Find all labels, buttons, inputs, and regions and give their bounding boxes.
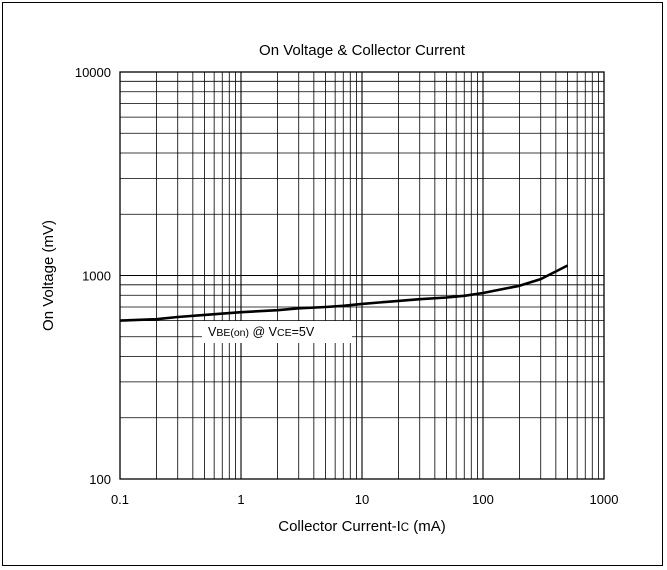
x-tick-label: 1000	[590, 492, 619, 507]
series-label-at: @ V	[249, 325, 278, 339]
series-label: VBE(on) @ VCE=5V	[202, 321, 352, 343]
y-tick-label: 1000	[82, 269, 111, 284]
x-tick-labels: 0.1 1 10 100 1000	[111, 492, 619, 507]
grid	[120, 72, 604, 479]
x-axis-label: Collector Current-IC (mA)	[278, 518, 446, 535]
series-label-sub2: CE	[277, 327, 292, 339]
series-line	[119, 264, 569, 322]
plot-border	[119, 71, 605, 480]
chart: 0.1 1 10 100 1000 100 1000 10000 On Voltage & …	[40, 42, 619, 535]
series-layer	[119, 264, 569, 322]
series-label-sub1: BE(on)	[216, 327, 250, 339]
x-tick-label: 100	[472, 492, 494, 507]
x-axis-label-main: Collector Current-I	[278, 518, 401, 535]
x-tick-label: 1	[237, 492, 244, 507]
x-tick-label: 0.1	[111, 492, 129, 507]
x-tick-label: 10	[355, 492, 369, 507]
x-axis-label-unit: (mA)	[409, 518, 446, 535]
y-tick-labels: 100 1000 10000	[75, 65, 111, 487]
y-tick-label: 10000	[75, 65, 111, 80]
y-axis-label: On Voltage (mV)	[40, 220, 57, 331]
x-axis-label-sub: C	[401, 522, 409, 534]
chart-title: On Voltage & Collector Current	[259, 42, 466, 59]
series-label-tail: =5V	[291, 325, 315, 339]
series-label-v: V	[208, 325, 217, 339]
y-tick-label: 100	[89, 472, 111, 487]
